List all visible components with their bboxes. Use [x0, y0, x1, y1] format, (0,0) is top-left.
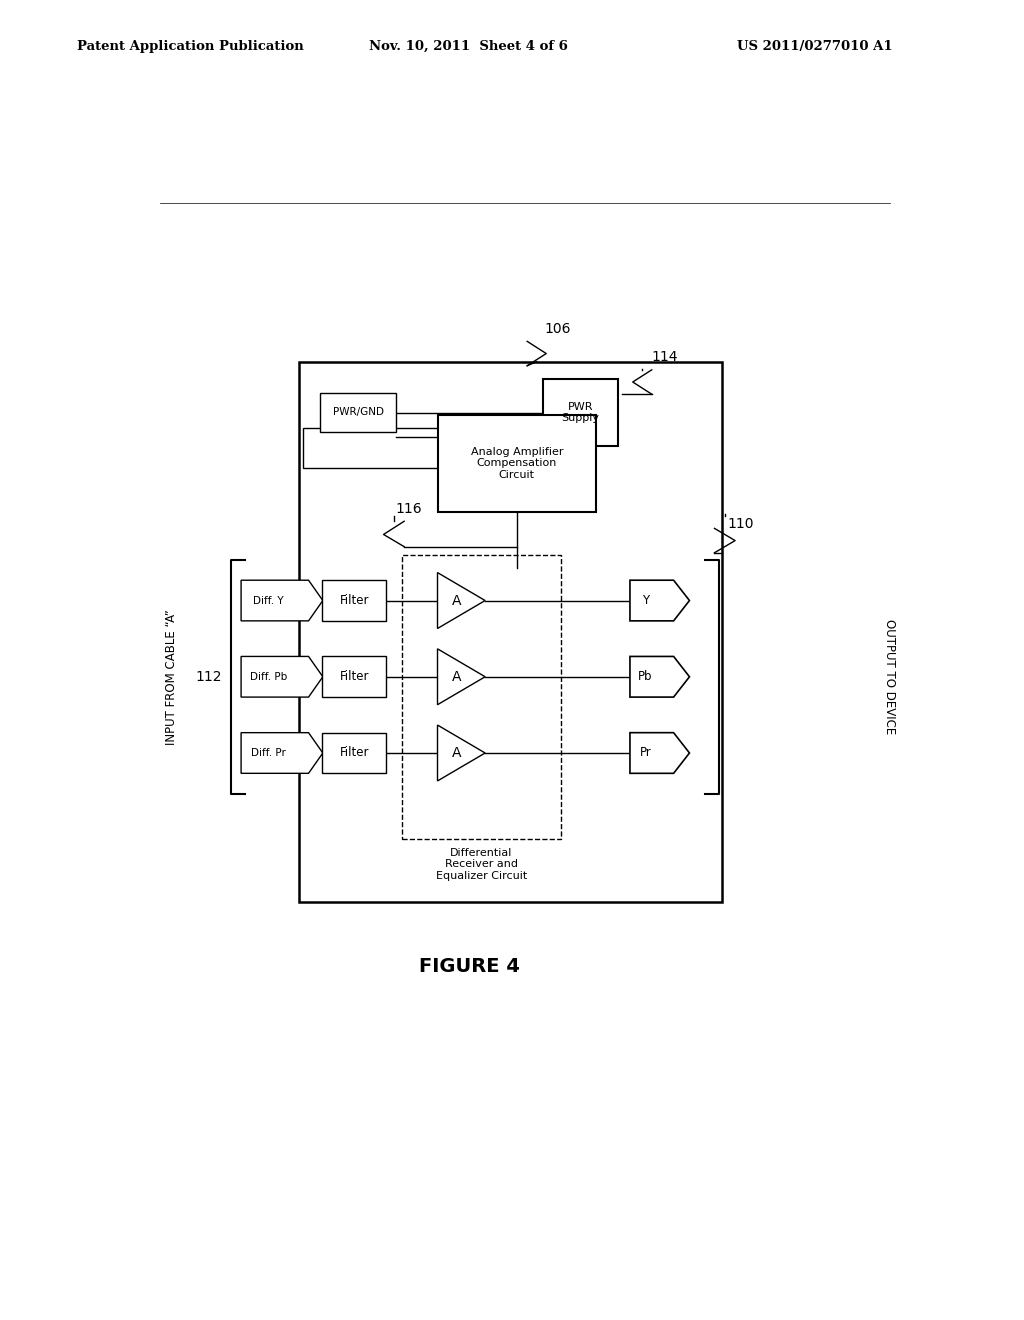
- Text: FIGURE 4: FIGURE 4: [419, 957, 520, 975]
- Text: 116: 116: [395, 502, 422, 516]
- Polygon shape: [241, 733, 323, 774]
- Text: 106: 106: [545, 322, 571, 337]
- Text: Diff. Y: Diff. Y: [253, 595, 284, 606]
- Text: US 2011/0277010 A1: US 2011/0277010 A1: [737, 40, 893, 53]
- Text: Y: Y: [642, 594, 649, 607]
- Polygon shape: [630, 581, 689, 620]
- Text: A: A: [452, 746, 461, 760]
- Text: 114: 114: [652, 350, 678, 364]
- Text: Analog Amplifier
Compensation
Circuit: Analog Amplifier Compensation Circuit: [471, 446, 563, 480]
- Text: Pr: Pr: [640, 747, 651, 759]
- Bar: [543, 379, 618, 446]
- Text: INPUT FROM CABLE “A”: INPUT FROM CABLE “A”: [165, 609, 178, 744]
- Text: Filter: Filter: [339, 671, 369, 684]
- Bar: [437, 414, 596, 512]
- Text: Diff. Pr: Diff. Pr: [251, 748, 286, 758]
- Polygon shape: [241, 581, 323, 620]
- Text: Diff. Pb: Diff. Pb: [250, 672, 287, 681]
- Bar: [303, 428, 553, 469]
- Bar: [321, 393, 396, 432]
- Polygon shape: [241, 656, 323, 697]
- Text: Nov. 10, 2011  Sheet 4 of 6: Nov. 10, 2011 Sheet 4 of 6: [369, 40, 567, 53]
- Polygon shape: [630, 733, 689, 774]
- Polygon shape: [437, 649, 485, 705]
- Text: Filter: Filter: [339, 747, 369, 759]
- Bar: [299, 362, 722, 903]
- Bar: [323, 656, 386, 697]
- Bar: [323, 733, 386, 774]
- Polygon shape: [437, 725, 485, 781]
- Text: Patent Application Publication: Patent Application Publication: [77, 40, 303, 53]
- Text: PWR/GND: PWR/GND: [333, 408, 384, 417]
- Bar: [323, 581, 386, 620]
- Text: OUTPUT TO DEVICE: OUTPUT TO DEVICE: [884, 619, 896, 734]
- Text: PWR
Supply: PWR Supply: [561, 401, 599, 424]
- Text: 110: 110: [727, 517, 754, 532]
- Text: A: A: [452, 594, 461, 607]
- Text: Differential
Receiver and
Equalizer Circuit: Differential Receiver and Equalizer Circ…: [435, 847, 526, 880]
- Text: A: A: [452, 669, 461, 684]
- Text: 112: 112: [196, 669, 221, 684]
- Bar: [401, 554, 560, 840]
- Text: Filter: Filter: [339, 594, 369, 607]
- Text: Pb: Pb: [638, 671, 652, 684]
- Polygon shape: [630, 656, 689, 697]
- Polygon shape: [437, 573, 485, 628]
